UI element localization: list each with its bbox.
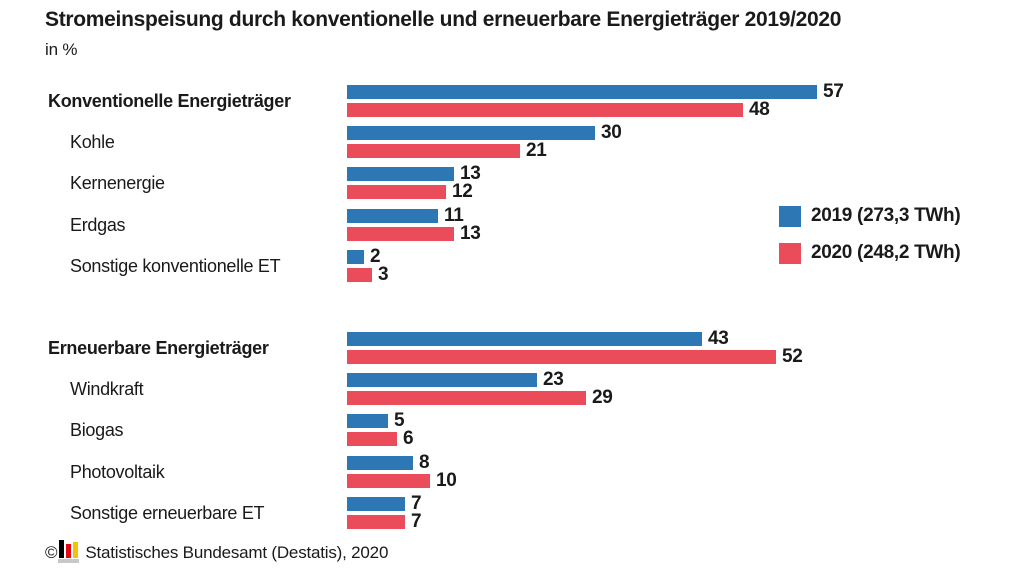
bar-2019 bbox=[347, 167, 454, 181]
bar-value-2020: 6 bbox=[403, 428, 414, 449]
bar-value-2020: 52 bbox=[782, 346, 803, 367]
bar-2020 bbox=[347, 391, 586, 405]
legend-item-2019: 2019 (273,3 TWh) bbox=[779, 205, 961, 227]
bar-2020 bbox=[347, 350, 776, 364]
bar-value-2019: 13 bbox=[460, 163, 481, 184]
bar-2019 bbox=[347, 85, 817, 99]
bar-2020 bbox=[347, 144, 520, 158]
category-label: Erdgas bbox=[70, 215, 126, 235]
chart-subtitle: in % bbox=[45, 40, 78, 59]
bar-value-2020: 10 bbox=[436, 470, 457, 491]
chart-title: Stromeinspeisung durch konventionelle un… bbox=[45, 8, 842, 31]
bar-value-2019: 8 bbox=[419, 452, 430, 473]
copyright-symbol: © bbox=[45, 543, 58, 562]
category-label: Windkraft bbox=[70, 379, 144, 399]
bar-2020 bbox=[347, 515, 405, 529]
bar-2019 bbox=[347, 126, 595, 140]
legend-label-2019: 2019 (273,3 TWh) bbox=[811, 205, 961, 226]
bar-value-2020: 3 bbox=[378, 264, 389, 285]
bar-2020 bbox=[347, 432, 397, 446]
bar-2019 bbox=[347, 497, 405, 511]
bar-value-2020: 29 bbox=[592, 387, 613, 408]
bar-value-2020: 7 bbox=[411, 511, 422, 532]
destatis-logo-icon bbox=[58, 540, 80, 563]
bar-2020 bbox=[347, 103, 743, 117]
bar-2020 bbox=[347, 227, 454, 241]
bar-value-2019: 5 bbox=[394, 410, 405, 431]
bar-value-2020: 13 bbox=[460, 223, 481, 244]
legend-swatch-2020-icon bbox=[779, 242, 801, 264]
legend-item-2020: 2020 (248,2 TWh) bbox=[779, 242, 961, 264]
bar-2019 bbox=[347, 250, 364, 264]
bar-value-2019: 11 bbox=[444, 205, 464, 226]
bar-2019 bbox=[347, 209, 438, 223]
bar-value-2020: 21 bbox=[526, 140, 547, 161]
category-label: Biogas bbox=[70, 420, 124, 440]
bar-2019 bbox=[347, 456, 413, 470]
bar-value-2020: 48 bbox=[749, 99, 770, 120]
bar-value-2019: 2 bbox=[370, 246, 381, 267]
bar-2019 bbox=[347, 373, 537, 387]
bar-2020 bbox=[347, 185, 446, 199]
source-note: © Statistisches Bundesamt (Destatis), 20… bbox=[45, 539, 388, 564]
category-label: Erneuerbare Energieträger bbox=[48, 338, 269, 358]
bar-value-2019: 30 bbox=[601, 122, 622, 143]
category-label: Kernenergie bbox=[70, 173, 165, 193]
bar-value-2019: 43 bbox=[708, 328, 729, 349]
bar-2019 bbox=[347, 332, 702, 346]
category-label: Kohle bbox=[70, 132, 115, 152]
category-label: Sonstige erneuerbare ET bbox=[70, 503, 265, 523]
bar-value-2019: 7 bbox=[411, 493, 422, 514]
category-label: Photovoltaik bbox=[70, 462, 165, 482]
legend-label-2020: 2020 (248,2 TWh) bbox=[811, 242, 961, 263]
bar-value-2019: 23 bbox=[543, 369, 564, 390]
source-text: Statistisches Bundesamt (Destatis), 2020 bbox=[85, 543, 389, 562]
bar-2020 bbox=[347, 268, 372, 282]
category-label: Sonstige konventionelle ET bbox=[70, 256, 281, 276]
legend-swatch-2019-icon bbox=[779, 205, 801, 227]
bar-2019 bbox=[347, 414, 388, 428]
bar-2020 bbox=[347, 474, 430, 488]
category-label: Konventionelle Energieträger bbox=[48, 91, 291, 111]
bar-value-2019: 57 bbox=[823, 81, 844, 102]
bar-value-2020: 12 bbox=[452, 181, 473, 202]
